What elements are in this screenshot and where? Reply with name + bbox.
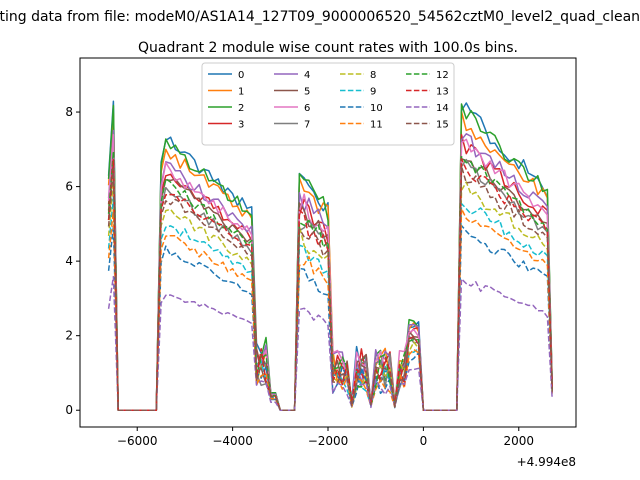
legend-label: 7 [304,120,310,131]
legend-label: 15 [436,120,449,131]
series-layer [107,100,553,411]
series-line-14 [107,275,553,411]
legend-label: 8 [370,70,376,81]
y-tick-label: 2 [65,329,73,343]
x-tick-label: 2000 [503,434,534,448]
x-axis-offset-label: +4.994e8 [517,455,576,469]
legend-label: 6 [304,103,310,114]
legend-label: 11 [370,120,383,131]
series-line-13 [107,158,553,411]
legend-label: 0 [238,70,244,81]
series-line-15 [107,165,553,411]
legend-box [201,62,455,146]
x-tick-label: 0 [420,434,428,448]
series-line-12 [107,150,553,411]
chart-suptitle: Plotting data from file: modeM0/AS1A14_1… [0,9,640,25]
legend-label: 4 [304,70,310,81]
legend-label: 12 [436,70,449,81]
legend-label: 1 [238,87,244,98]
series-line-10 [107,224,553,411]
y-tick-label: 8 [65,105,73,119]
chart-title: Quadrant 2 module wise count rates with … [138,40,518,56]
x-axis: −6000 −4000 −2000 0 2000 [117,427,534,448]
x-tick-label: −2000 [308,434,349,448]
legend-label: 3 [238,120,244,131]
x-tick-label: −6000 [117,434,158,448]
legend-label: 5 [304,87,310,98]
series-line-6 [107,133,553,411]
legend-label: 13 [436,87,449,98]
x-tick-label: −4000 [212,434,253,448]
y-tick-label: 0 [65,403,73,417]
y-tick-label: 4 [65,254,73,268]
legend-label: 14 [436,103,449,114]
y-tick-label: 6 [65,180,73,194]
legend-label: 10 [370,103,383,114]
legend-label: 2 [238,103,244,114]
y-axis: 0 2 4 6 8 [65,105,80,417]
legend-label: 9 [370,87,376,98]
